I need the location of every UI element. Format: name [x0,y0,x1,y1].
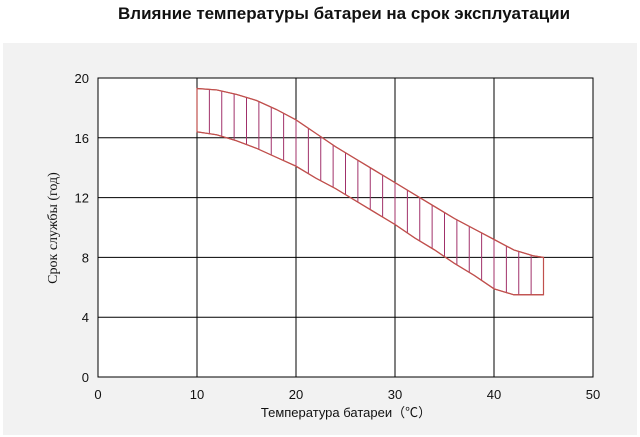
y-tick-label: 12 [75,191,89,206]
y-axis-label: Срок службы (год) [46,172,61,284]
x-tick-labels: 0 10 20 30 40 50 [94,387,600,402]
x-axis-label: Температура батареи（℃） [261,405,431,420]
grid [97,77,594,378]
x-tick-label: 30 [388,387,402,402]
y-tick-label: 16 [75,131,89,146]
service-life-band [196,87,545,296]
upper-bound-line [196,87,544,258]
x-tick-label: 50 [586,387,600,402]
x-tick-label: 40 [487,387,501,402]
y-tick-label: 20 [75,71,89,86]
y-tick-label: 4 [82,310,89,325]
lower-bound-line [196,131,544,296]
y-tick-label: 0 [82,370,89,385]
x-tick-label: 0 [94,387,101,402]
y-tick-labels: 0 4 8 12 16 20 [75,71,89,385]
x-tick-label: 10 [190,387,204,402]
x-tick-label: 20 [289,387,303,402]
chart-title: Влияние температуры батареи на срок эксп… [118,4,571,23]
y-tick-label: 8 [82,250,89,265]
plot-area [97,77,594,378]
